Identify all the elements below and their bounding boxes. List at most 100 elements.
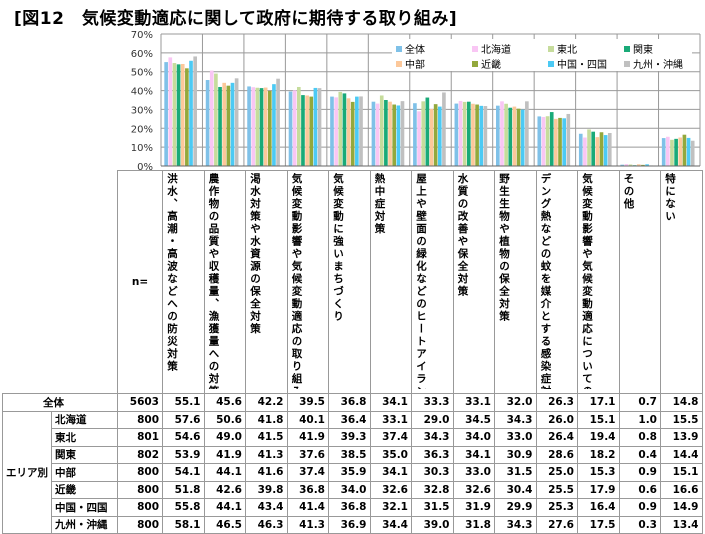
bar-0-1 xyxy=(205,80,210,166)
cell-value: 36.8 xyxy=(328,498,371,517)
column-header: 渇水対策や水資源の保全対策 xyxy=(245,170,288,394)
cell-value: 41.8 xyxy=(245,410,288,429)
cell-value: 46.5 xyxy=(203,515,246,534)
bar-3-1 xyxy=(218,86,222,166)
cell-value: 33.1 xyxy=(452,393,495,412)
cell-value: 29.0 xyxy=(411,410,454,429)
column-header: 野生生物や植物の保全対策 xyxy=(494,170,537,394)
cell-value: 0.9 xyxy=(618,498,661,517)
bar-1-11 xyxy=(624,164,629,166)
bar-2-5 xyxy=(379,95,384,166)
bar-2-10 xyxy=(587,129,591,166)
cell-value: 36.8 xyxy=(286,480,329,499)
table-row: 近畿 800 51.8 42.6 39.8 36.8 34.0 32.6 32.8 32.6 30.… xyxy=(3,480,703,499)
n-value: 800 xyxy=(117,480,163,499)
y-tick-label: 0% xyxy=(137,162,153,170)
bar-1-1 xyxy=(209,70,214,166)
cell-value: 30.4 xyxy=(494,480,537,499)
bar-4-8 xyxy=(512,106,517,166)
cell-value: 40.1 xyxy=(286,410,329,429)
bar-2-9 xyxy=(545,116,550,166)
cell-value: 42.6 xyxy=(203,480,246,499)
cell-value: 39.5 xyxy=(286,393,329,412)
cell-value: 17.1 xyxy=(577,393,620,412)
bar-6-0 xyxy=(189,60,193,166)
cell-value: 17.5 xyxy=(577,515,620,534)
legend-item: 九州・沖縄 xyxy=(624,56,683,71)
bar-6-1 xyxy=(230,82,235,166)
cell-value: 41.4 xyxy=(286,498,329,517)
n-value: 800 xyxy=(117,498,163,517)
legend-swatch xyxy=(396,60,402,67)
column-header: 農作物の品質や収穫量、漁獲量への対策 xyxy=(203,170,246,394)
bar-3-0 xyxy=(176,64,181,166)
bar-7-9 xyxy=(566,113,571,166)
cell-value: 25.0 xyxy=(535,463,578,482)
legend-label: 東北 xyxy=(557,45,577,56)
header-row: n= 洪水、高潮・高波などへの防災対策 農作物の品質や収穫量、漁獲量への対策 渇水対策… xyxy=(2,170,703,394)
legend-label: 近畿 xyxy=(481,60,501,71)
column-header: 気候変動影響や気候変動適応の取り組みについての情報提供 xyxy=(286,170,329,394)
legend-label: 中国・四国 xyxy=(557,60,607,71)
bar-1-10 xyxy=(583,137,587,166)
cell-value: 58.1 xyxy=(162,515,205,534)
bar-chart: 0% 10% 20% 30% 40% 50% 60% 70% xyxy=(131,30,701,170)
bar-3-6 xyxy=(425,97,430,166)
bar-3-4 xyxy=(342,93,347,166)
legend-label: 関東 xyxy=(633,45,653,56)
bar-0-11 xyxy=(620,164,625,166)
cell-value: 37.6 xyxy=(286,445,329,464)
cell-value: 27.6 xyxy=(535,515,578,534)
bar-2-11 xyxy=(628,164,633,166)
table-row: 関東 802 53.9 41.9 41.3 37.6 38.5 35.0 36.3 34.1 30.… xyxy=(3,445,703,464)
table-row: エリア別 北海道 800 57.6 50.6 41.8 40.1 36.4 33.1 29.0 34… xyxy=(2,410,703,534)
cell-value: 33.0 xyxy=(494,428,537,447)
bar-0-5 xyxy=(371,101,376,166)
cell-value: 41.3 xyxy=(286,515,329,534)
cell-value: 32.6 xyxy=(452,480,495,499)
cell-value: 44.1 xyxy=(203,463,246,482)
bar-0-8 xyxy=(496,105,500,166)
bar-7-5 xyxy=(400,101,405,166)
legend-swatch xyxy=(624,45,630,52)
cell-value: 0.9 xyxy=(618,463,661,482)
bar-0-10 xyxy=(578,133,583,166)
legend-item: 中部 xyxy=(396,56,425,71)
row-label: 東北 xyxy=(51,428,118,447)
cell-value: 54.1 xyxy=(162,463,205,482)
cell-value: 14.4 xyxy=(660,445,703,464)
cell-value: 49.0 xyxy=(203,428,246,447)
table-row: 全体 5603 55.1 45.6 42.2 39.5 36.8 34.1 33.3 33.1 32… xyxy=(2,393,703,412)
cell-value: 33.3 xyxy=(411,393,454,412)
table-row: 中部 800 54.1 44.1 41.6 37.4 35.9 34.1 30.3 33.0 31.… xyxy=(3,463,703,482)
cell-value: 17.9 xyxy=(577,480,620,499)
bar-4-1 xyxy=(222,82,227,166)
cell-value: 26.3 xyxy=(535,393,578,412)
bar-7-0 xyxy=(193,56,197,166)
cell-value: 35.9 xyxy=(328,463,371,482)
bar-7-4 xyxy=(359,96,363,166)
bar-0-0 xyxy=(164,62,168,167)
cell-value: 19.4 xyxy=(577,428,620,447)
column-header: その他 xyxy=(618,170,661,394)
row-label: 中部 xyxy=(51,463,118,482)
cell-value: 15.1 xyxy=(660,463,703,482)
bar-4-3 xyxy=(305,95,309,166)
row-label: 関東 xyxy=(51,445,118,464)
cell-value: 14.9 xyxy=(660,498,703,517)
bar-5-8 xyxy=(516,108,521,166)
column-header: 屋上や壁面の緑化などのヒートアイランド対策 xyxy=(411,170,454,394)
bar-1-8 xyxy=(500,101,504,166)
cell-value: 51.8 xyxy=(162,480,205,499)
legend-swatch xyxy=(624,60,630,67)
cell-value: 33.1 xyxy=(369,410,412,429)
cell-value: 0.6 xyxy=(618,480,661,499)
n-value: 800 xyxy=(117,463,163,482)
cell-value: 25.3 xyxy=(535,498,578,517)
y-tick-label: 20% xyxy=(131,124,153,135)
bar-5-7 xyxy=(475,104,479,166)
cell-value: 13.4 xyxy=(660,515,703,534)
bar-1-0 xyxy=(168,57,173,166)
cell-value: 25.5 xyxy=(535,480,578,499)
cell-value: 41.9 xyxy=(203,445,246,464)
